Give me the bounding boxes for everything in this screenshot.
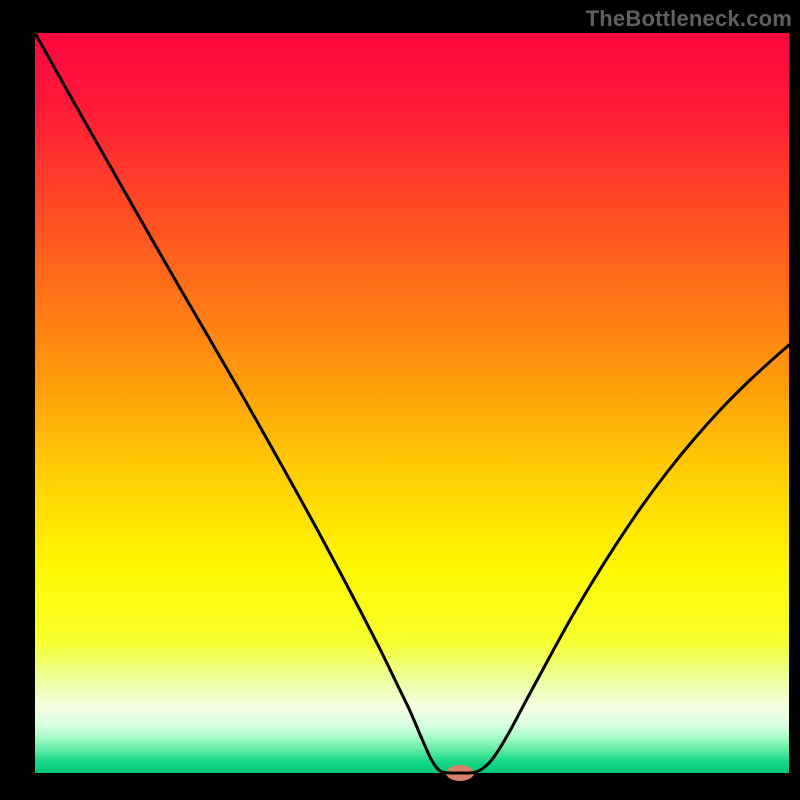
- watermark-text: TheBottleneck.com: [586, 6, 792, 32]
- plot-background: [35, 33, 789, 773]
- chart-container: { "watermark": { "text": "TheBottleneck.…: [0, 0, 800, 800]
- bottleneck-chart: [0, 0, 800, 800]
